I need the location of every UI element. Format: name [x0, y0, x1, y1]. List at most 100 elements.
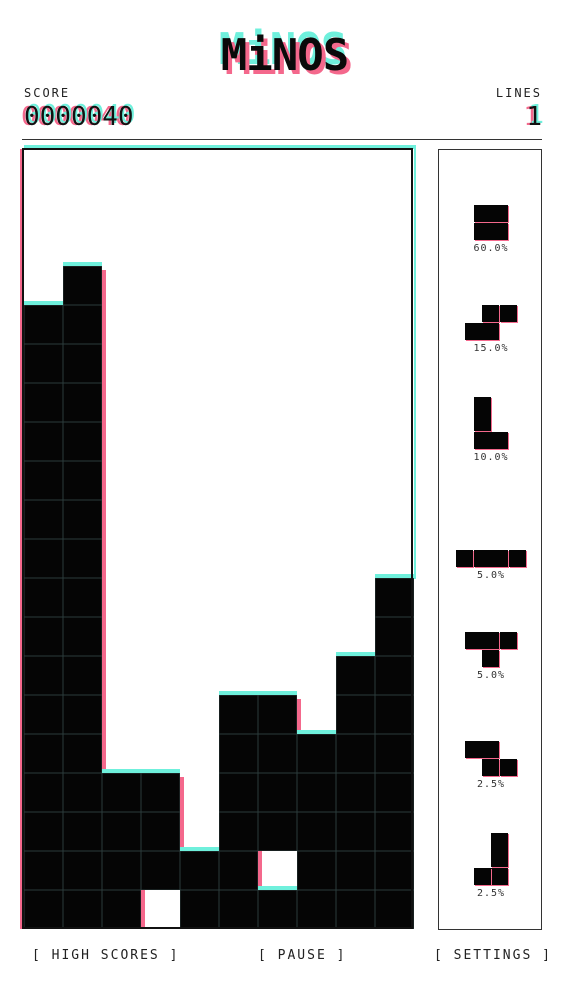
piece-preview-l	[439, 395, 543, 449]
board-block	[375, 734, 414, 773]
board-block	[336, 656, 375, 695]
board-block	[63, 890, 102, 929]
board-block	[375, 578, 414, 617]
board-block	[297, 851, 336, 890]
piece-mino	[499, 758, 517, 776]
piece-stat-percent: 60.0%	[473, 243, 509, 254]
board-block	[141, 851, 180, 890]
board-block	[63, 539, 102, 578]
piece-mino	[491, 205, 508, 222]
board-block	[24, 656, 63, 695]
board-block	[297, 812, 336, 851]
board-block	[336, 734, 375, 773]
board-block	[24, 344, 63, 383]
piece-preview-o	[439, 186, 543, 240]
board-block	[336, 851, 375, 890]
board-shadow-left	[20, 149, 22, 929]
settings-button[interactable]: [ SETTINGS ]	[434, 948, 552, 963]
board-block	[375, 773, 414, 812]
piece-mino	[491, 832, 508, 850]
board-block	[180, 851, 219, 890]
lines-label: LINES	[495, 86, 542, 100]
piece-mino	[464, 632, 482, 649]
board-block	[375, 695, 414, 734]
piece-stat-percent: 2.5%	[476, 779, 506, 790]
board-cells	[24, 149, 414, 929]
game-title-shadow-pink: MiNOS	[224, 34, 353, 85]
piece-mino	[491, 222, 508, 240]
lines-value-shadow-pink: 1	[523, 102, 539, 132]
piece-mino	[473, 222, 491, 240]
piece-preview-z	[439, 722, 543, 776]
piece-preview-i	[439, 513, 543, 567]
board-block	[375, 656, 414, 695]
piece-mino	[508, 549, 526, 567]
piece-mino	[473, 414, 491, 431]
piece-mino	[464, 322, 482, 340]
board-block	[258, 812, 297, 851]
board-block	[24, 461, 63, 500]
board-block	[24, 890, 63, 929]
board-block	[219, 734, 258, 773]
piece-mino	[482, 305, 500, 322]
pause-button[interactable]: [ PAUSE ]	[258, 948, 347, 963]
piece-mino	[482, 632, 500, 649]
board-block	[24, 383, 63, 422]
piece-stat-percent: 5.0%	[476, 670, 506, 681]
board-block	[141, 773, 180, 812]
piece-stat-percent: 10.0%	[473, 452, 509, 463]
piece-mino	[473, 867, 491, 885]
piece-stats-panel: 60.0% 15.0% 10.0% 5.0% 5.0% 2.5% 2.5%	[438, 149, 542, 930]
game-title-shadow-cyan: MiNOS	[218, 24, 347, 75]
piece-mino	[491, 867, 508, 885]
piece-mino	[482, 741, 500, 758]
piece-stat-percent: 2.5%	[476, 888, 506, 899]
board-block	[219, 773, 258, 812]
piece-mino	[491, 850, 508, 867]
piece-mino	[482, 322, 500, 340]
board-block	[336, 812, 375, 851]
high-scores-button[interactable]: [ HIGH SCORES ]	[32, 948, 180, 963]
board-block	[258, 695, 297, 734]
piece-mino	[473, 205, 491, 222]
board-block	[375, 890, 414, 929]
board-block	[336, 773, 375, 812]
board-block	[63, 305, 102, 344]
board-block	[63, 695, 102, 734]
board-block	[219, 890, 258, 929]
board-block	[219, 695, 258, 734]
board-block	[63, 656, 102, 695]
piece-mino	[473, 396, 491, 414]
board-block	[297, 773, 336, 812]
board-block	[102, 890, 141, 929]
board-block	[102, 773, 141, 812]
board-block	[24, 617, 63, 656]
board-block	[63, 578, 102, 617]
lines-value-text: 1	[526, 102, 542, 132]
board-block	[63, 812, 102, 851]
board-block	[63, 422, 102, 461]
lines-value-shadow-cyan: 1	[528, 100, 544, 130]
board-block	[63, 500, 102, 539]
board-block	[24, 734, 63, 773]
piece-mino	[499, 632, 517, 649]
board-block	[63, 383, 102, 422]
board-block	[63, 617, 102, 656]
board-block	[141, 812, 180, 851]
board-shadow-top	[24, 145, 416, 149]
board-frame	[22, 148, 413, 929]
game-title-text: MiNOS	[220, 30, 349, 81]
board-block	[102, 851, 141, 890]
board-block	[24, 695, 63, 734]
board-block	[24, 851, 63, 890]
board-block	[63, 461, 102, 500]
piece-mino	[473, 549, 491, 567]
board-block	[63, 851, 102, 890]
header-divider	[22, 139, 542, 140]
piece-mino	[499, 305, 517, 322]
piece-mino	[482, 758, 500, 776]
score-value-text: 0000040	[24, 102, 134, 132]
board-block	[63, 734, 102, 773]
piece-mino	[473, 431, 491, 449]
piece-mino	[491, 549, 508, 567]
